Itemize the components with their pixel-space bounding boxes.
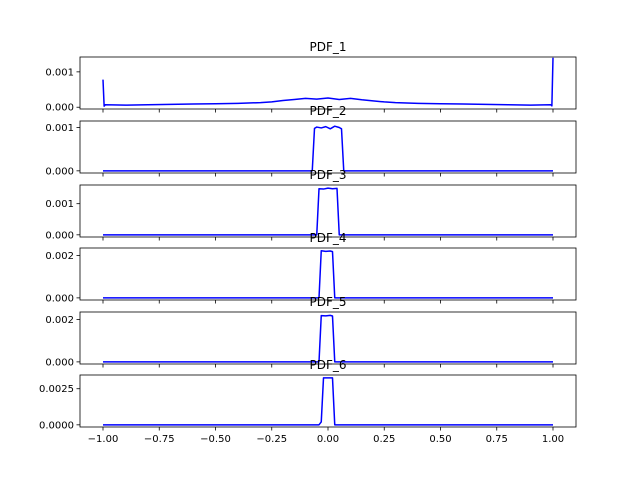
panel-6: 0.0000 0.0025 −1.00 −0.75 −0.50 −0.25 0.00 0.25… (39, 358, 577, 445)
panel-title-6: PDF_6 (309, 358, 346, 372)
y-tick-label: 0.000 (45, 103, 74, 114)
x-tick-label: 0.25 (373, 434, 395, 445)
x-tick-label: −0.25 (256, 434, 287, 445)
y-tick-label: 0.0025 (39, 384, 74, 395)
pdf-line-3 (103, 187, 553, 236)
y-tick-label: 0.000 (45, 357, 74, 368)
pdf-line-5 (103, 314, 553, 363)
panel-5: 0.000 0.002 PDF_5 (45, 295, 577, 368)
panel-2: 0.000 0.001 PDF_2 (45, 104, 577, 177)
x-tick-label: 0.00 (317, 434, 339, 445)
panel-4: 0.000 0.002 PDF_4 (45, 231, 577, 304)
y-tick-label: 0.001 (45, 123, 74, 134)
y-tick-label: 0.000 (45, 166, 74, 177)
y-tick-label: 0.002 (45, 315, 74, 326)
y-tick-label: 0.001 (45, 67, 74, 78)
pdf-line-4 (103, 250, 553, 299)
pdf-line-1 (102, 57, 554, 107)
y-tick-label: 0.002 (45, 251, 74, 262)
x-tick-label: 1.00 (542, 434, 564, 445)
pdf-line-2 (103, 125, 553, 172)
panel-title-5: PDF_5 (309, 295, 346, 309)
panel-3: 0.000 0.001 PDF_3 (45, 168, 577, 241)
x-tick-label: −1.00 (88, 434, 119, 445)
panel-1: 0.000 0.001 PDF_1 (45, 40, 577, 114)
x-tick-label: 0.75 (486, 434, 508, 445)
panel-title-2: PDF_2 (309, 104, 346, 118)
y-tick-label: 0.0000 (39, 420, 74, 431)
x-tick-label: −0.50 (200, 434, 231, 445)
y-tick-label: 0.000 (45, 230, 74, 241)
panel-title-3: PDF_3 (309, 168, 346, 182)
pdf-line-6 (103, 377, 553, 426)
panel-title-4: PDF_4 (309, 231, 346, 245)
y-tick-label: 0.001 (45, 199, 74, 210)
x-tick-label: −0.75 (144, 434, 175, 445)
panel-title-1: PDF_1 (309, 40, 346, 54)
x-tick-label: 0.50 (429, 434, 451, 445)
y-tick-label: 0.000 (45, 293, 74, 304)
